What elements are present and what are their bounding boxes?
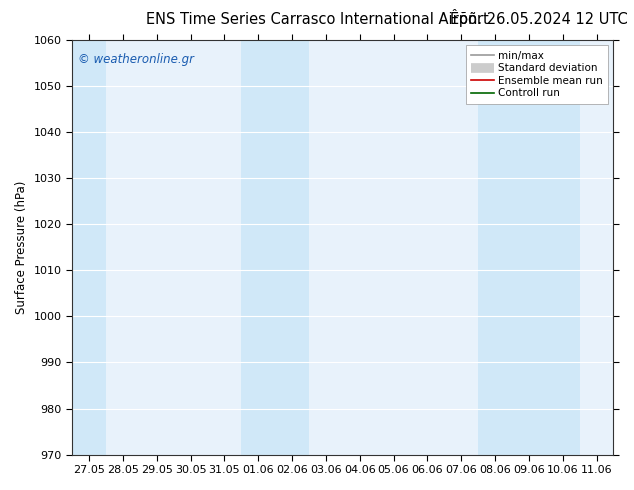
Bar: [106, 40, 139, 455]
Text: ENS Time Series Carrasco International Airport: ENS Time Series Carrasco International A…: [146, 12, 488, 27]
Y-axis label: Surface Pressure (hPa): Surface Pressure (hPa): [15, 181, 28, 314]
Bar: [207, 40, 242, 455]
Bar: [546, 40, 579, 455]
Bar: [139, 40, 174, 455]
Bar: [579, 40, 614, 455]
Bar: [410, 40, 444, 455]
Bar: [343, 40, 377, 455]
Bar: [242, 40, 275, 455]
Bar: [309, 40, 343, 455]
Bar: [72, 40, 106, 455]
Bar: [512, 40, 546, 455]
Bar: [444, 40, 478, 455]
Bar: [377, 40, 410, 455]
Bar: [275, 40, 309, 455]
Legend: min/max, Standard deviation, Ensemble mean run, Controll run: min/max, Standard deviation, Ensemble me…: [466, 46, 608, 103]
Bar: [174, 40, 207, 455]
Text: Êõñ. 26.05.2024 12 UTC: Êõñ. 26.05.2024 12 UTC: [450, 12, 628, 27]
Bar: [478, 40, 512, 455]
Text: © weatheronline.gr: © weatheronline.gr: [77, 52, 193, 66]
